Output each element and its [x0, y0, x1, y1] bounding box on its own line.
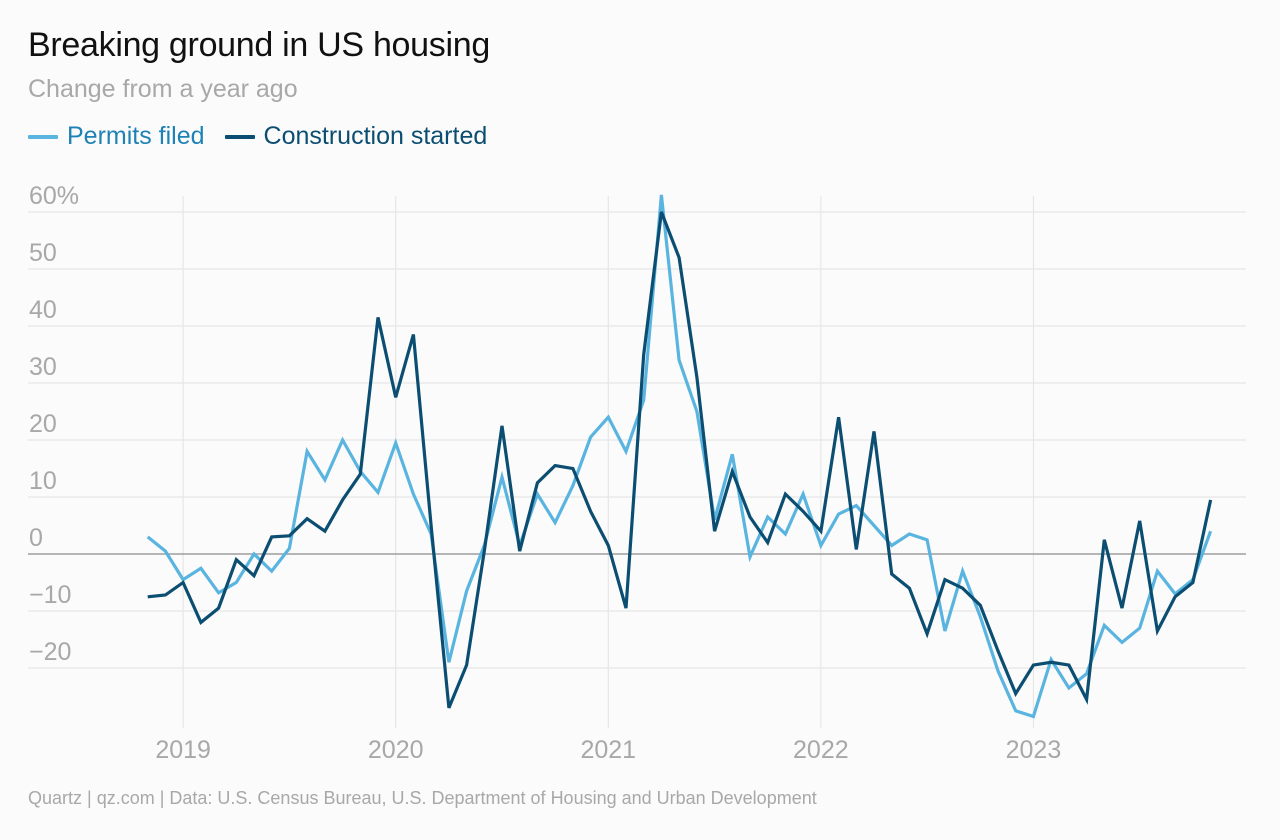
legend-label-starts: Construction started [263, 122, 488, 150]
legend-label-permits: Permits filed [67, 122, 205, 150]
chart-title: Breaking ground in US housing [28, 26, 490, 64]
x-tick-label-2019: 2019 [155, 736, 211, 764]
x-tick-label-2021: 2021 [580, 736, 636, 764]
legend-item-starts: Construction started [224, 122, 488, 151]
y-tick-label: −10 [29, 581, 71, 609]
y-tick-label: 40 [29, 296, 57, 324]
legend: Permits filed Construction started [28, 122, 487, 151]
y-tick-label: 60% [29, 182, 79, 210]
axis-ticks: 2019 2020 2021 2022 2023 60% 50 40 30 20 10 0 −10 −20 [29, 182, 1061, 764]
x-tick-label-2020: 2020 [368, 736, 424, 764]
y-tick-label: 0 [29, 524, 43, 552]
chart-subtitle: Change from a year ago [28, 75, 298, 103]
series-line-permits [146, 194, 1213, 719]
legend-item-permits: Permits filed [28, 122, 205, 151]
series-line-starts [147, 211, 1213, 709]
legend-swatch-permits [28, 134, 58, 139]
y-tick-label: 50 [29, 239, 57, 267]
y-tick-label: −20 [29, 638, 71, 666]
x-tick-label-2022: 2022 [793, 736, 849, 764]
source-note: Quartz | qz.com | Data: U.S. Census Bure… [28, 788, 817, 808]
y-tick-label: 30 [29, 353, 57, 381]
y-tick-label: 10 [29, 467, 57, 495]
legend-swatch-starts [224, 134, 255, 139]
x-tick-label-2023: 2023 [1006, 736, 1062, 764]
y-tick-label: 20 [29, 410, 57, 438]
grid-lines [28, 196, 1246, 728]
series-lines [146, 194, 1213, 719]
